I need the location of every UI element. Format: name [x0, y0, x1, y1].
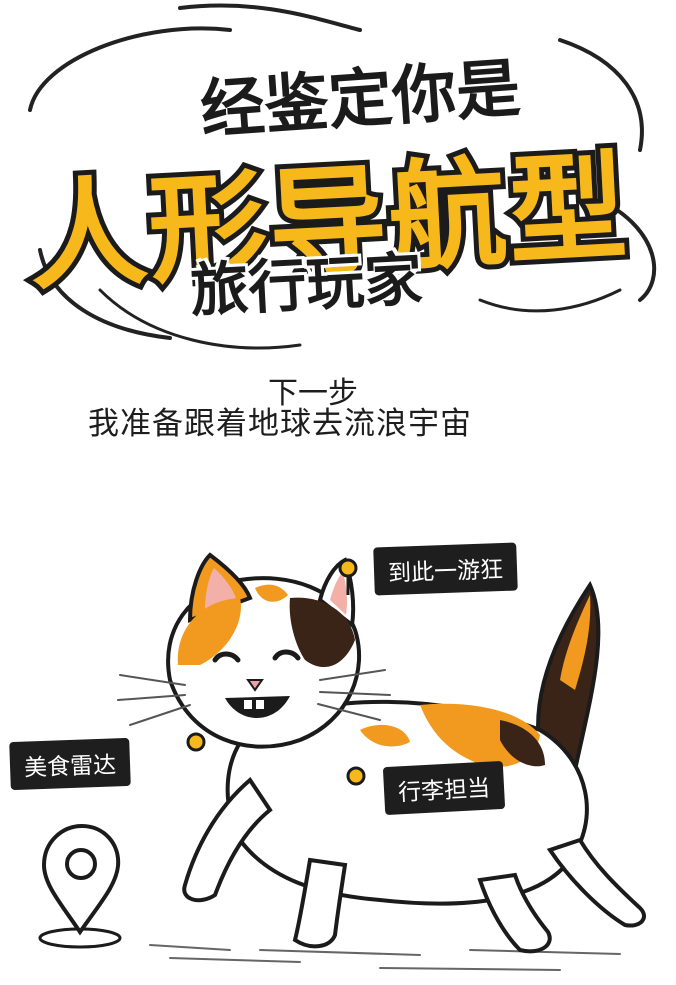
swirl-decoration [28, 3, 657, 350]
paw-icon [285, 253, 315, 282]
subtitle-next: 下一步 [268, 376, 358, 411]
tag-check-in-maniac: 到此一游狂 [373, 542, 518, 596]
subtitle-plan: 我准备跟着地球去流浪宇宙 [88, 406, 472, 442]
calico-cat-illustration [117, 552, 646, 971]
headline-line3: 旅行玩家 [188, 244, 424, 326]
tag-food-radar: 美食雷达 [9, 737, 131, 791]
tag-luggage-carrier: 行李担当 [382, 760, 506, 816]
location-pin-icon [38, 823, 122, 949]
